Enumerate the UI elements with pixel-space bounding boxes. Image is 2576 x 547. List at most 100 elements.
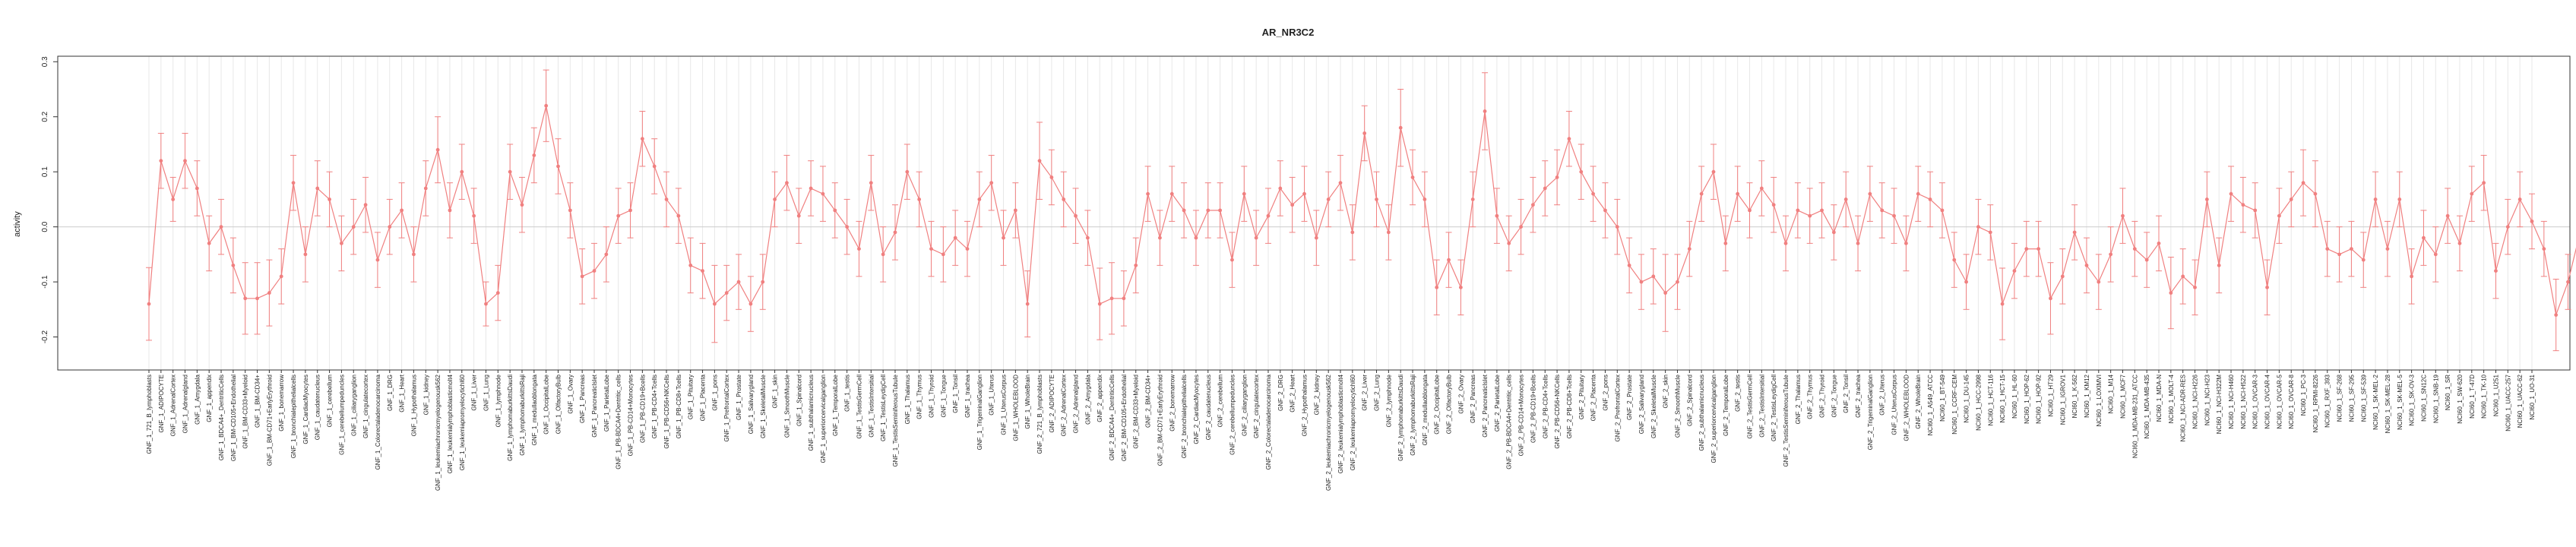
x-tick-label: GNF_2_lymphomaburkittsDaudi bbox=[1397, 375, 1404, 461]
x-tick-label: NCI60_1_MDA-MB-435 bbox=[2144, 374, 2150, 438]
data-point bbox=[773, 197, 777, 201]
x-tick-label: GNF_1_Spinalcord bbox=[796, 375, 802, 426]
x-tick-label: GNF_1_SmoothMuscle bbox=[783, 374, 790, 438]
x-tick-label: GNF_2_ADIPOCYTE bbox=[1049, 375, 1055, 432]
data-point bbox=[2517, 197, 2522, 201]
data-point bbox=[724, 291, 729, 295]
x-tick-label: GNF_1_Pancreas bbox=[579, 375, 586, 423]
data-point bbox=[1567, 137, 1571, 141]
data-point bbox=[2289, 197, 2293, 201]
y-tick-label: 0.3 bbox=[41, 56, 49, 67]
x-tick-label: GNF_1_lymphomaburkittsDaudi bbox=[507, 375, 514, 461]
x-tick-label: GNF_1_AdrenalCortex bbox=[170, 375, 177, 436]
x-tick-label: NCI60_1_LOXIMVI bbox=[2096, 375, 2103, 426]
x-tick-label: GNF_2_DRG bbox=[1277, 375, 1284, 411]
data-point bbox=[676, 213, 681, 218]
data-point bbox=[2072, 230, 2077, 235]
y-tick-label: 0.2 bbox=[41, 111, 49, 122]
x-tick-label: GNF_2_Salivarygland bbox=[1638, 375, 1645, 434]
data-point bbox=[1723, 241, 1728, 245]
x-tick-label: NCI60_1_SN12C bbox=[2420, 375, 2427, 422]
x-tick-label: NCI60_1_K-562 bbox=[2071, 374, 2078, 418]
data-point bbox=[1519, 225, 1523, 229]
data-point bbox=[1808, 213, 1812, 218]
x-tick-label: GNF_2_Thyroid bbox=[1819, 375, 1826, 418]
data-point bbox=[2494, 269, 2498, 273]
data-point bbox=[2433, 252, 2438, 257]
y-axis: -0.2 -0.1 0.0 0.1 0.2 0.3 bbox=[41, 56, 58, 343]
data-point bbox=[664, 197, 669, 201]
data-point bbox=[1109, 296, 1114, 301]
x-tick-label: NCI60_1_NCI-H23 bbox=[2204, 374, 2210, 425]
x-tick-label: GNF_1_Thyroid bbox=[928, 375, 935, 418]
data-point bbox=[857, 247, 861, 251]
data-point bbox=[1362, 131, 1367, 135]
x-tick-label: GNF_2_skin bbox=[1663, 375, 1669, 408]
x-tick-label: GNF_2_WHOLEBLOOD bbox=[1903, 375, 1910, 441]
x-tick-label: GNF_1_Pituitary bbox=[688, 375, 695, 419]
x-tick-label: GNF_1_ciliaryganglion bbox=[350, 375, 357, 436]
x-tick-label: GNF_1_721_B_lymphoblasts bbox=[146, 375, 153, 454]
x-tick-label: GNF_2_TemporalLobe bbox=[1723, 374, 1729, 435]
data-point bbox=[1013, 208, 1017, 213]
data-point bbox=[1856, 241, 1860, 245]
data-point bbox=[1687, 247, 1691, 251]
x-tick-label: GNF_2_kidney bbox=[1313, 375, 1320, 415]
data-point bbox=[351, 225, 356, 229]
x-tick-label: GNF_1_Heart bbox=[399, 374, 406, 413]
data-point bbox=[1002, 236, 1005, 240]
data-point bbox=[1134, 263, 1138, 267]
data-point bbox=[2265, 285, 2269, 289]
x-tick-label: GNF_2_bonemarrow bbox=[1169, 375, 1176, 432]
x-tick-label: GNF_1_leukemialymphoblasticmolt4 bbox=[447, 374, 454, 473]
grid-lines bbox=[58, 56, 2570, 370]
x-tick-label: GNF_2_cerebellumpeduncles bbox=[1229, 375, 1236, 455]
data-point bbox=[243, 296, 248, 301]
x-tick-label: NCI60_1_SW-620 bbox=[2457, 374, 2464, 423]
x-tick-label: GNF_1_SkeletalMuscle bbox=[760, 374, 767, 438]
data-point bbox=[388, 225, 392, 229]
data-point bbox=[2542, 247, 2546, 251]
x-tick-label: GNF_1_Amygdala bbox=[194, 374, 201, 424]
data-point bbox=[1904, 241, 1908, 245]
data-point bbox=[833, 208, 837, 213]
data-point bbox=[2313, 191, 2318, 196]
data-point bbox=[2241, 203, 2245, 207]
x-tick-label: GNF_1_TemporalLobe bbox=[832, 374, 839, 435]
data-point bbox=[1242, 191, 1246, 196]
data-point bbox=[423, 186, 428, 191]
data-point bbox=[1771, 203, 1776, 207]
data-point bbox=[303, 252, 308, 257]
data-point bbox=[231, 263, 236, 267]
x-tick-label: GNF_1_Uterus bbox=[989, 375, 995, 416]
data-point bbox=[1940, 208, 1945, 213]
data-point bbox=[2121, 213, 2125, 218]
x-tick-label: GNF_1_TestisSeminiferousTubule bbox=[892, 374, 899, 466]
data-point bbox=[1447, 258, 1451, 262]
data-point bbox=[1736, 191, 1740, 196]
data-point bbox=[2253, 208, 2258, 213]
data-point bbox=[1097, 302, 1102, 306]
data-point bbox=[1639, 280, 1644, 284]
x-tick-label: GNF_1_CardiacMyocytes bbox=[302, 375, 309, 444]
x-tick-label: GNF_2_PB-CD19+Bcells bbox=[1530, 375, 1536, 443]
data-point bbox=[1435, 285, 1439, 289]
x-tick-label: GNF_2_Hypothalamus bbox=[1301, 375, 1308, 436]
data-point bbox=[1375, 197, 1378, 201]
data-point bbox=[989, 181, 994, 185]
x-tick-label: NCI60_1_SNB-19 bbox=[2432, 374, 2439, 423]
data-point bbox=[1350, 230, 1355, 235]
x-tick-label: NCI60_1_PC-3 bbox=[2300, 374, 2307, 416]
data-point bbox=[1146, 191, 1150, 196]
data-point bbox=[2397, 197, 2402, 201]
data-point bbox=[1495, 213, 1499, 218]
x-tick-label: NCI60_1_SK-MEL-2 bbox=[2372, 374, 2379, 429]
data-point bbox=[1062, 197, 1066, 201]
x-tick-label: GNF_2_BM-CD33+Myeloid bbox=[1133, 375, 1140, 449]
data-point bbox=[2229, 191, 2233, 196]
data-point bbox=[1892, 213, 1896, 218]
data-point bbox=[219, 225, 223, 229]
data-point bbox=[2337, 252, 2341, 257]
x-tick-label: GNF_2_Tonsil bbox=[1843, 375, 1850, 413]
x-tick-label: NCI60_1_MOLT-4 bbox=[2168, 374, 2175, 423]
